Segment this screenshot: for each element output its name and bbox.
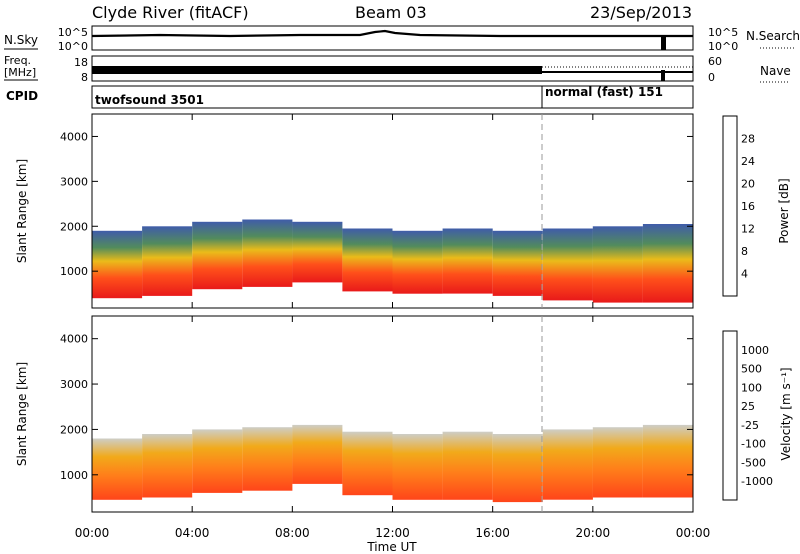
power-colorbar-label: 4 <box>741 268 748 281</box>
power-band <box>192 221 243 290</box>
velocity-x-ticks <box>91 316 694 512</box>
power-band <box>142 226 193 296</box>
power-band <box>92 230 143 299</box>
velocity-bands <box>92 424 693 503</box>
velocity-colorbar-label: -500 <box>741 456 766 469</box>
station-title: Clyde River (fitACF) <box>92 3 249 22</box>
freq-label-2: [MHz] <box>4 66 36 79</box>
velocity-band <box>192 429 243 493</box>
velocity-band <box>442 431 493 500</box>
freq-right-tick-bottom: 0 <box>708 71 715 84</box>
power-band <box>442 228 493 294</box>
power-band <box>542 228 593 301</box>
power-colorbar-label: 8 <box>741 245 748 258</box>
freq-left-tick-top: 18 <box>74 56 88 69</box>
power-bands <box>92 219 693 303</box>
power-band <box>492 230 543 296</box>
noise-left-tick-bottom: 10^0 <box>58 40 88 53</box>
power-colorbar-label: 20 <box>741 178 755 191</box>
power-x-ticks <box>91 114 694 308</box>
power-ytick-label: 3000 <box>60 175 88 188</box>
power-colorbar-label: 24 <box>741 155 755 168</box>
power-band <box>642 224 693 303</box>
freq-right-tick-top: 60 <box>708 55 722 68</box>
power-colorbar: 4 8 12 16 20 24 28 <box>722 115 755 297</box>
x-tick-label: 00:00 <box>676 526 711 540</box>
velocity-band <box>292 424 343 484</box>
power-colorbar-label: 16 <box>741 200 755 213</box>
velocity-band <box>642 424 693 498</box>
velocity-colorbar-label: -100 <box>741 438 766 451</box>
x-tick-label: 08:00 <box>275 526 310 540</box>
noise-sky-trace <box>91 29 693 38</box>
power-colorbar-label: 12 <box>741 223 755 236</box>
velocity-band <box>492 434 543 503</box>
velocity-colorbar-title: Velocity [m s⁻¹] <box>779 367 793 460</box>
velocity-band <box>92 438 143 500</box>
velocity-band <box>392 434 443 500</box>
velocity-ylabel: Slant Range [km] <box>15 362 29 466</box>
x-tick-label: 04:00 <box>175 526 210 540</box>
velocity-colorbar-label: 500 <box>741 363 762 376</box>
velocity-ytick-label: 2000 <box>60 423 88 436</box>
power-ytick-label: 1000 <box>60 265 88 278</box>
velocity-colorbar: 1000 500 100 25 -25 -100 -500 -1000 <box>722 330 773 501</box>
x-tick-label: 20:00 <box>576 526 611 540</box>
noise-left-label: N.Sky <box>4 33 38 47</box>
power-band <box>242 219 293 287</box>
velocity-band <box>592 427 643 498</box>
cpid-label: CPID <box>6 89 38 103</box>
x-tick-label: 12:00 <box>375 526 410 540</box>
power-band <box>292 221 343 283</box>
velocity-band <box>542 429 593 500</box>
power-ytick-label: 4000 <box>60 130 88 143</box>
velocity-colorbar-frame <box>722 330 738 501</box>
x-axis-title: Time UT <box>366 540 417 554</box>
noise-left-tick-top: 10^5 <box>58 26 88 39</box>
date-title: 23/Sep/2013 <box>590 3 692 22</box>
freq-gap-marker <box>661 70 665 81</box>
noise-right-label: N.Search <box>746 29 800 43</box>
power-band <box>392 230 443 294</box>
power-colorbar-title: Power [dB] <box>777 178 791 243</box>
noise-right-tick-bottom: 10^0 <box>708 40 738 53</box>
power-colorbar-label: 28 <box>741 133 755 146</box>
power-ylabel: Slant Range [km] <box>15 159 29 263</box>
velocity-colorbar-label: 1000 <box>741 344 769 357</box>
velocity-ytick-label: 1000 <box>60 469 88 482</box>
velocity-colorbar-label: 100 <box>741 381 762 394</box>
power-band <box>592 226 643 303</box>
x-tick-label: 16:00 <box>475 526 510 540</box>
power-band <box>342 228 393 292</box>
velocity-y-axis: 1000 2000 3000 4000 <box>60 333 693 482</box>
noise-panel-frame <box>91 25 694 51</box>
beam-title: Beam 03 <box>355 3 427 22</box>
x-tick-label: 00:00 <box>75 526 110 540</box>
velocity-colorbar-label: 25 <box>741 400 755 413</box>
power-y-axis: 1000 2000 3000 4000 <box>60 130 693 278</box>
velocity-colorbar-label: -25 <box>741 419 759 432</box>
velocity-colorbar-label: -1000 <box>741 475 773 488</box>
freq-left-tick-bottom: 8 <box>81 71 88 84</box>
velocity-ytick-label: 3000 <box>60 378 88 391</box>
nave-label: Nave <box>760 64 791 78</box>
power-ytick-label: 2000 <box>60 220 88 233</box>
cpid-mode-1-name: twofsound 3501 <box>95 93 204 107</box>
freq-band-fill <box>92 66 542 74</box>
velocity-panel: 1000 2000 3000 4000 Slant Range [km] 1000 50… <box>15 315 793 513</box>
freq-label-1: Freq. <box>4 54 31 67</box>
noise-gap-marker <box>661 36 666 50</box>
cpid-mode-2-name: normal (fast) 151 <box>545 85 663 99</box>
power-colorbar-frame <box>722 115 738 297</box>
velocity-band <box>142 434 193 498</box>
velocity-band <box>342 431 393 496</box>
cpid-panel-frame <box>91 85 694 109</box>
x-tick-labels: 00:00 04:00 08:00 12:00 16:00 20:00 00:00 <box>75 526 711 540</box>
noise-right-tick-top: 10^5 <box>708 26 738 39</box>
velocity-band <box>242 427 293 491</box>
power-panel: 1000 2000 3000 4000 Slant Range [km] 4 8 12 16… <box>15 113 791 309</box>
velocity-ytick-label: 4000 <box>60 333 88 346</box>
